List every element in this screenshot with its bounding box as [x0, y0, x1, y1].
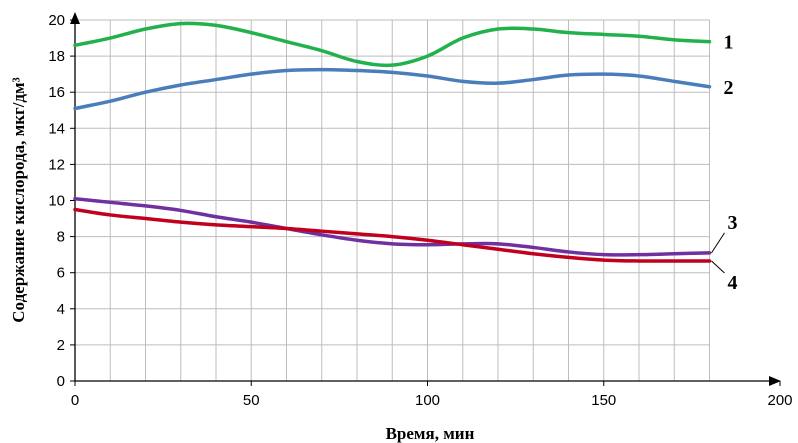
y-tick-label: 10: [48, 193, 65, 210]
series-lines: [73, 21, 712, 263]
series-line-1: [73, 21, 712, 68]
y-tick-label: 12: [48, 156, 65, 173]
series-label-leader-3: [711, 232, 725, 254]
y-tick-label: 14: [48, 120, 65, 137]
series-label-3: 3: [728, 212, 738, 234]
x-tick-label: 50: [243, 392, 260, 409]
y-tick-label: 0: [57, 373, 65, 390]
x-tick-label: 100: [415, 392, 440, 409]
series-label-4: 4: [728, 272, 738, 294]
series-line-3: [73, 196, 712, 257]
x-tick-label: 150: [591, 392, 616, 409]
y-tick-label: 8: [57, 229, 65, 246]
x-axis-arrow: [769, 376, 781, 386]
y-tick-label: 20: [48, 12, 65, 29]
series-label-2: 2: [724, 77, 734, 99]
series-label-leader-4: [711, 260, 725, 274]
x-tick-label: 0: [71, 392, 79, 409]
y-axis-arrow: [70, 12, 80, 24]
x-axis-title: Время, мин: [386, 424, 475, 443]
series-line-2: [73, 67, 712, 111]
y-tick-label: 16: [48, 84, 65, 101]
series-line-4: [73, 207, 712, 263]
series-labels: 1 2 3 4: [711, 32, 738, 294]
y-tick-label: 4: [57, 301, 65, 318]
y-tick-label: 2: [57, 337, 65, 354]
x-tick-label: 200: [767, 392, 792, 409]
grid: [75, 19, 710, 381]
y-tick-label: 6: [57, 265, 65, 282]
series-label-1: 1: [724, 32, 734, 54]
y-tick-label: 18: [48, 48, 65, 65]
y-axis-title: Содержание кислорода, мкг/дм³: [9, 77, 28, 322]
